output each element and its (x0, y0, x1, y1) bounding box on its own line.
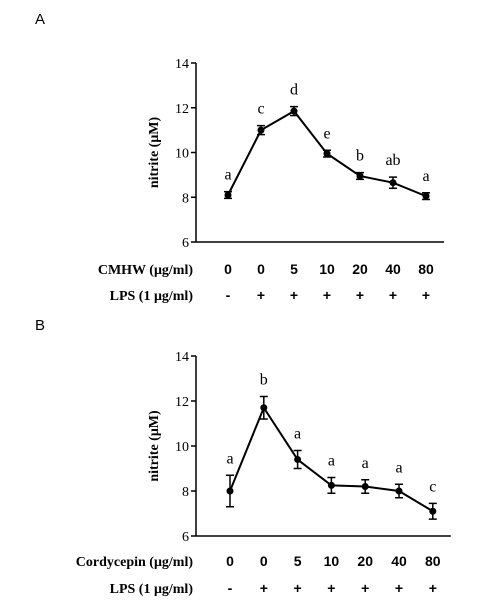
panel-a: A 6 8 10 12 14 nitrite (μM) a c d e b ab a CMHW (μg/ml… (35, 11, 444, 304)
treatment-dose-label: 20 (352, 261, 368, 277)
treatment-row-label: CMHW (μg/ml) (98, 263, 194, 278)
lps-sign-label: + (395, 580, 403, 596)
y-tick-label: 10 (175, 147, 189, 162)
y-axis-label: nitrite (μM) (147, 117, 162, 189)
panel-letter: B (35, 317, 45, 334)
data-point (361, 483, 369, 490)
y-tick-label: 12 (175, 395, 189, 410)
data-point (389, 179, 397, 187)
treatment-dose-label: 80 (425, 553, 441, 569)
lps-sign-label: - (228, 580, 233, 596)
data-point (327, 481, 335, 489)
significance-label: a (226, 450, 233, 467)
treatment-dose-label: 0 (226, 553, 234, 569)
significance-label: ab (385, 152, 400, 169)
y-tick-label: 6 (182, 236, 189, 251)
lps-sign-label: + (323, 287, 331, 303)
y-tick-label: 6 (182, 530, 189, 545)
data-point (395, 487, 403, 495)
treatment-dose-label: 40 (391, 553, 407, 569)
y-tick-label: 14 (175, 350, 189, 365)
data-point (294, 456, 302, 463)
treatment-dose-label: 0 (224, 261, 232, 277)
y-tick-label: 8 (182, 485, 189, 500)
significance-label: b (356, 148, 364, 165)
treatment-dose-label: 10 (324, 553, 340, 569)
treatment-dose-label: 40 (385, 261, 401, 277)
treatment-dose-label: 10 (319, 261, 335, 277)
lps-sign-label: + (356, 287, 364, 303)
significance-label: a (395, 459, 402, 476)
significance-label: a (362, 455, 369, 472)
data-point (257, 126, 265, 134)
treatment-dose-label: 5 (294, 553, 302, 569)
treatment-dose-label: 0 (257, 261, 265, 277)
data-point (224, 191, 232, 199)
significance-label: a (422, 168, 429, 185)
data-point (290, 107, 298, 115)
treatment-row-label: Cordycepin (μg/ml) (76, 555, 194, 570)
lps-sign-label: + (294, 580, 302, 596)
data-point (422, 192, 430, 200)
significance-label: b (260, 372, 268, 389)
data-point (226, 487, 234, 495)
lps-sign-label: + (290, 287, 298, 303)
data-point (260, 404, 268, 412)
data-point (429, 507, 437, 515)
lps-row-label: LPS (1 μg/ml) (110, 582, 194, 597)
lps-sign-label: + (422, 287, 430, 303)
panel-b: B 6 8 10 12 14 nitrite (μM) a b a a a a c Cordycepin (… (35, 317, 451, 597)
data-point (323, 150, 331, 158)
data-point (356, 172, 364, 180)
lps-sign-label: + (257, 287, 265, 303)
treatment-dose-label: 0 (260, 553, 268, 569)
significance-label: c (429, 478, 436, 495)
lps-row-label: LPS (1 μg/ml) (110, 289, 194, 304)
y-axis-label: nitrite (μM) (147, 410, 162, 482)
lps-sign-label: + (260, 580, 268, 596)
y-tick-label: 12 (175, 102, 189, 117)
significance-label: a (328, 453, 335, 470)
significance-label: c (257, 101, 264, 118)
treatment-dose-label: 5 (290, 261, 298, 277)
y-tick-label: 10 (175, 440, 189, 455)
lps-sign-label: + (361, 580, 369, 596)
lps-sign-label: + (429, 580, 437, 596)
panel-letter: A (35, 11, 45, 28)
lps-sign-label: - (226, 287, 231, 303)
lps-sign-label: + (389, 287, 397, 303)
significance-label: a (224, 167, 231, 184)
significance-label: e (323, 125, 330, 142)
treatment-dose-label: 80 (418, 261, 434, 277)
significance-label: a (294, 426, 301, 443)
lps-sign-label: + (327, 580, 335, 596)
y-tick-label: 8 (182, 191, 189, 206)
treatment-dose-label: 20 (357, 553, 373, 569)
y-tick-label: 14 (175, 57, 189, 72)
significance-label: d (290, 82, 298, 99)
